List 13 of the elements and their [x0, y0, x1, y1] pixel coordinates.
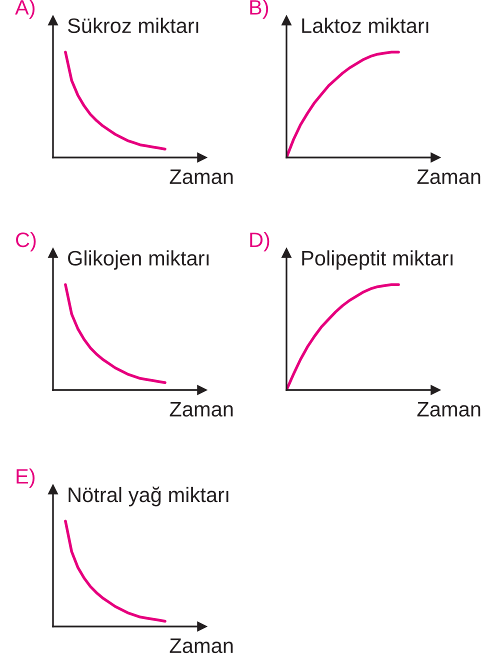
x-axis-title: Zaman — [170, 638, 233, 654]
y-axis-title: Sükroz miktarı — [68, 18, 198, 34]
y-axis-title: Polipeptit miktarı — [302, 250, 453, 270]
chart-title: E) — [16, 468, 35, 488]
x-axis-title: Zaman — [170, 402, 233, 417]
x-axis-title: Zaman — [170, 170, 233, 184]
chart-title: D) — [250, 232, 270, 252]
y-axis-title: Glikojen miktarı — [68, 250, 209, 270]
x-axis-title: Zaman — [417, 402, 480, 417]
y-axis-title: Nötral yağ miktarı — [68, 486, 228, 506]
x-axis-title: Zaman — [417, 170, 480, 184]
chart-title: C) — [16, 232, 36, 252]
y-axis-title: Laktoz miktarı — [302, 18, 428, 34]
